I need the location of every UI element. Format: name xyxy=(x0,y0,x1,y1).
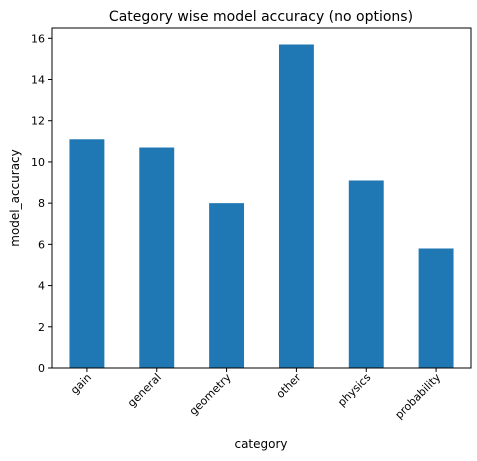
bars-group xyxy=(69,44,454,368)
chart-title: Category wise model accuracy (no options… xyxy=(109,9,413,25)
x-axis-ticks: gain general geometry other physics probabili… xyxy=(68,368,444,422)
x-tick-label: general xyxy=(125,371,164,410)
y-tick-label: 10 xyxy=(31,156,45,169)
plot-frame xyxy=(51,27,472,369)
x-tick-label: gain xyxy=(68,371,94,397)
y-tick-label: 14 xyxy=(31,74,45,87)
bar-gain xyxy=(69,139,105,368)
x-tick-label: geometry xyxy=(187,371,234,418)
y-axis-label: model_accuracy xyxy=(8,149,22,247)
bar-probability xyxy=(418,248,454,368)
x-tick-label: probability xyxy=(393,371,444,422)
bar-geometry xyxy=(209,203,245,368)
bar-physics xyxy=(348,180,384,368)
bar-other xyxy=(278,44,314,368)
y-tick-label: 6 xyxy=(38,238,45,251)
x-tick-label: other xyxy=(274,371,304,401)
y-tick-label: 2 xyxy=(38,321,45,334)
y-tick-label: 12 xyxy=(31,115,45,128)
x-axis-label: category xyxy=(234,437,287,451)
y-tick-label: 4 xyxy=(38,280,45,293)
x-tick-label: physics xyxy=(335,371,373,409)
bar-general xyxy=(139,147,175,368)
y-axis-ticks: 0 2 4 6 8 10 12 14 16 xyxy=(31,32,52,375)
y-tick-label: 0 xyxy=(38,362,45,375)
y-tick-label: 8 xyxy=(38,197,45,210)
y-tick-label: 16 xyxy=(31,32,45,45)
